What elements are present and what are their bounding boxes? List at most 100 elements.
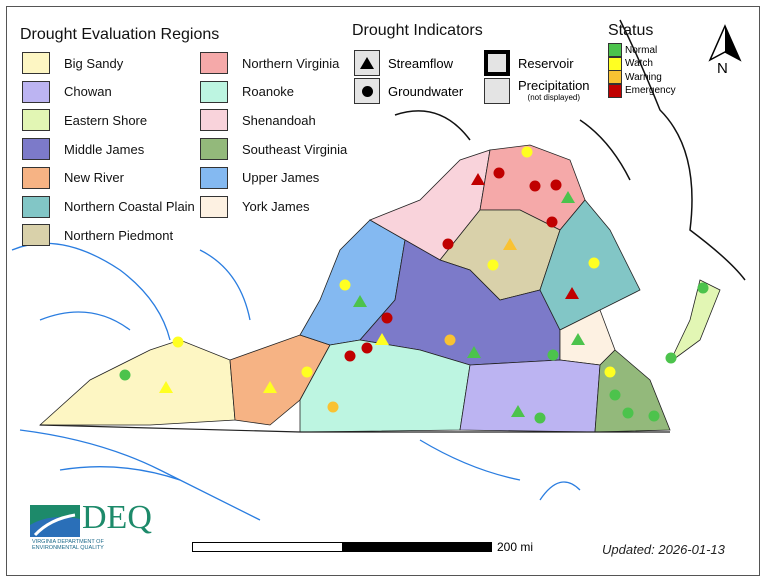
- region-swatch: [22, 138, 50, 161]
- groundwater-marker: [487, 259, 499, 271]
- groundwater-marker: [665, 352, 677, 364]
- status-legend-title: Status: [608, 22, 654, 39]
- legend-region-northern-piedmont: Northern Piedmont: [22, 224, 174, 247]
- region-label: Middle James: [64, 141, 145, 157]
- streamflow-marker: [467, 346, 481, 358]
- region-eastern-shore: [669, 279, 721, 363]
- groundwater-marker: [648, 410, 660, 422]
- streamflow-marker: [263, 381, 277, 393]
- region-swatch: [22, 109, 50, 132]
- streamflow-marker: [565, 287, 579, 299]
- groundwater-marker: [344, 350, 356, 362]
- status-label: Normal: [625, 44, 658, 56]
- legend-status-watch: Watch: [608, 56, 653, 71]
- groundwater-marker: [609, 389, 621, 401]
- region-label: Northern Piedmont: [64, 227, 174, 243]
- status-swatch: [608, 56, 622, 71]
- streamflow-marker: [159, 381, 173, 393]
- region-label: Roanoke: [242, 84, 295, 100]
- legend-status-emergency: Emergency: [608, 83, 676, 98]
- streamflow-marker: [471, 173, 485, 185]
- status-label: Emergency: [625, 85, 676, 96]
- deq-logo: DEQ Virginia Department of Environmental …: [30, 499, 152, 551]
- groundwater-marker: [529, 180, 541, 192]
- reservoir-icon: [484, 50, 510, 76]
- drought-indicator-markers: [119, 146, 709, 424]
- legend-precipitation: Precipitation (not displayed): [484, 78, 590, 104]
- streamflow-marker: [375, 333, 389, 345]
- groundwater-marker: [534, 412, 546, 424]
- legend-region-eastern-shore: Eastern Shore: [22, 109, 147, 132]
- map-frame: [6, 6, 760, 576]
- region-label: York James: [242, 199, 310, 214]
- streamflow-marker: [571, 333, 585, 345]
- region-label: New River: [64, 170, 124, 186]
- groundwater-marker: [361, 342, 373, 354]
- reservoir-label: Reservoir: [518, 55, 574, 71]
- region-swatch: [22, 80, 50, 103]
- region-label: Shenandoah: [242, 112, 316, 128]
- groundwater-marker: [550, 179, 562, 191]
- groundwater-marker: [119, 369, 131, 381]
- region-label: Southeast Virginia: [242, 141, 348, 157]
- status-swatch: [608, 83, 622, 98]
- region-swatch: [200, 138, 228, 161]
- groundwater-marker: [381, 312, 393, 324]
- legend-region-southeast-virginia: Southeast Virginia: [200, 138, 348, 161]
- legend-region-northern-coastal-plain: Northern Coastal Plain: [22, 195, 195, 218]
- groundwater-marker: [588, 257, 600, 269]
- legend-region-northern-virginia: Northern Virginia: [200, 52, 339, 74]
- groundwater-marker: [442, 238, 454, 250]
- regions: [38, 144, 721, 433]
- legend-groundwater: Groundwater: [354, 78, 463, 104]
- region-swatch: [200, 109, 228, 132]
- precipitation-note: (not displayed): [527, 93, 581, 102]
- circle-icon: [361, 85, 373, 97]
- legend-region-big-sandy: Big Sandy: [22, 52, 123, 74]
- rivers: [11, 242, 581, 521]
- coastline: [394, 19, 746, 281]
- legend-region-roanoke: Roanoke: [200, 80, 295, 103]
- legend-reservoir: Reservoir: [484, 50, 574, 76]
- status-swatch: [608, 43, 622, 57]
- region-label: Big Sandy: [64, 55, 124, 71]
- streamflow-marker: [511, 405, 525, 417]
- legend-status-normal: Normal: [608, 43, 657, 57]
- groundwater-marker: [521, 146, 533, 158]
- updated-date: Updated: 2026-01-13: [602, 542, 725, 557]
- streamflow-marker: [561, 191, 575, 203]
- groundwater-marker: [546, 216, 558, 228]
- region-swatch: [200, 80, 228, 103]
- north-label: N: [717, 60, 728, 77]
- legend-region-new-river: New River: [22, 166, 124, 189]
- region-big-sandy: [38, 339, 236, 426]
- triangle-icon: [360, 57, 374, 69]
- legend-region-middle-james: Middle James: [22, 138, 145, 161]
- legend-region-york-james: York James: [200, 195, 310, 218]
- region-swatch: [22, 166, 50, 189]
- groundwater-marker: [444, 334, 456, 346]
- status-swatch: [608, 70, 622, 84]
- groundwater-marker: [327, 401, 339, 413]
- precipitation-icon: [484, 78, 510, 104]
- groundwater-marker: [604, 366, 616, 378]
- groundwater-marker: [547, 349, 559, 361]
- streamflow-marker: [353, 295, 367, 307]
- regions-legend-title: Drought Evaluation Regions: [20, 26, 220, 43]
- scale-label: 200 mi: [497, 540, 534, 554]
- groundwater-label: Groundwater: [388, 83, 464, 99]
- legend-region-chowan: Chowan: [22, 80, 112, 103]
- state-border: [39, 424, 670, 433]
- precipitation-label: Precipitation: [518, 78, 590, 93]
- region-swatch: [22, 224, 50, 247]
- region-label: Northern Virginia: [242, 55, 340, 71]
- legend-region-upper-james: Upper James: [200, 166, 319, 189]
- region-swatch: [200, 166, 228, 189]
- indicators-legend-title: Drought Indicators: [352, 22, 483, 39]
- region-swatch: [22, 195, 50, 218]
- groundwater-marker: [493, 167, 505, 179]
- region-label: Chowan: [64, 84, 112, 100]
- region-swatch: [200, 195, 228, 218]
- status-label: Watch: [625, 58, 653, 69]
